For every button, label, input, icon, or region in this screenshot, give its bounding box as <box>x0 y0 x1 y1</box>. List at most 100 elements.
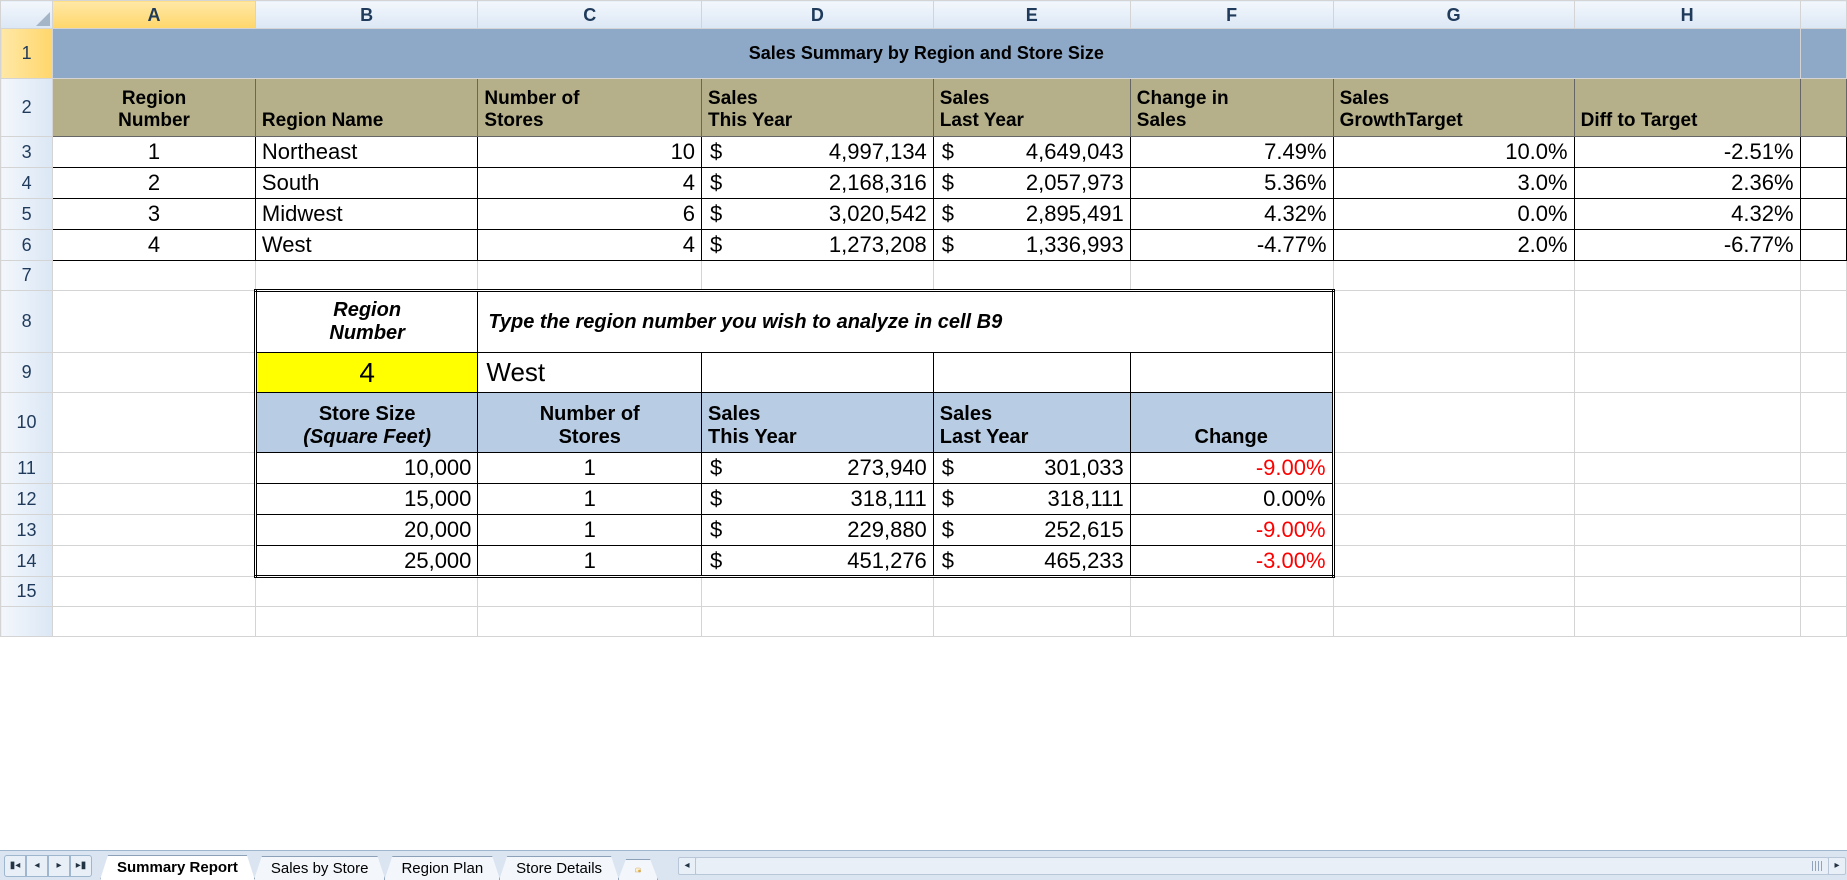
cell-G14[interactable] <box>1333 546 1574 577</box>
cell-A9[interactable] <box>53 353 256 393</box>
region-input-cell[interactable]: 4 <box>255 353 477 393</box>
cell-G7[interactable] <box>1333 261 1574 291</box>
cell-B15[interactable] <box>255 577 477 607</box>
cell-C13[interactable]: 1 <box>478 515 702 546</box>
cell-E15[interactable] <box>933 577 1130 607</box>
cell-A14[interactable] <box>53 546 256 577</box>
cell-G15[interactable] <box>1333 577 1574 607</box>
cell-C6[interactable]: 4 <box>478 230 702 261</box>
cell-C4[interactable]: 4 <box>478 168 702 199</box>
cell-D14[interactable]: $451,276 <box>702 546 934 577</box>
tab-new-sheet[interactable] <box>618 859 658 880</box>
tab-nav-first[interactable]: ▮◂ <box>4 855 26 877</box>
cell-C16[interactable] <box>478 607 702 637</box>
cell-F15[interactable] <box>1130 577 1333 607</box>
cell-B3[interactable]: Northeast <box>255 137 477 168</box>
cell-F14[interactable]: -3.00% <box>1130 546 1333 577</box>
subheader-sales-this-year[interactable]: SalesThis Year <box>702 393 934 453</box>
tab-sales-by-store[interactable]: Sales by Store <box>254 856 386 880</box>
cell-E14[interactable]: $465,233 <box>933 546 1130 577</box>
cell-B12[interactable]: 15,000 <box>255 484 477 515</box>
cell-H12[interactable] <box>1574 484 1800 515</box>
header-number-stores[interactable]: Number ofStores <box>478 79 702 137</box>
hscroll-right-button[interactable]: ▸ <box>1828 857 1846 875</box>
cell-G8[interactable] <box>1333 291 1574 353</box>
cell-I9[interactable] <box>1800 353 1846 393</box>
panel-instruction[interactable]: Type the region number you wish to analy… <box>478 291 1333 353</box>
cell-H5[interactable]: 4.32% <box>1574 199 1800 230</box>
tab-nav-last[interactable]: ▸▮ <box>70 855 92 877</box>
row-header-5[interactable]: 5 <box>1 199 53 230</box>
cell-I6[interactable] <box>1800 230 1846 261</box>
cell-H10[interactable] <box>1574 393 1800 453</box>
cell-F4[interactable]: 5.36% <box>1130 168 1333 199</box>
title-cell[interactable]: Sales Summary by Region and Store Size <box>53 29 1800 79</box>
col-header-E[interactable]: E <box>933 1 1130 29</box>
cell-H13[interactable] <box>1574 515 1800 546</box>
cell-I7[interactable] <box>1800 261 1846 291</box>
cell-A15[interactable] <box>53 577 256 607</box>
cell-D11[interactable]: $273,940 <box>702 453 934 484</box>
tab-region-plan[interactable]: Region Plan <box>384 856 500 880</box>
cell-G6[interactable]: 2.0% <box>1333 230 1574 261</box>
cell-B14[interactable]: 25,000 <box>255 546 477 577</box>
horizontal-scrollbar[interactable]: ◂ ▸ <box>677 857 1847 875</box>
row-header-2[interactable]: 2 <box>1 79 53 137</box>
row-header-13[interactable]: 13 <box>1 515 53 546</box>
cell-H9[interactable] <box>1574 353 1800 393</box>
cell-F5[interactable]: 4.32% <box>1130 199 1333 230</box>
cell-I14[interactable] <box>1800 546 1846 577</box>
cell-D12[interactable]: $318,111 <box>702 484 934 515</box>
cell-B7[interactable] <box>255 261 477 291</box>
hscroll-track[interactable]: ◂ ▸ <box>695 857 1829 875</box>
cell-I15[interactable] <box>1800 577 1846 607</box>
subheader-store-size[interactable]: Store Size(Square Feet) <box>255 393 477 453</box>
row-header-6[interactable]: 6 <box>1 230 53 261</box>
select-all-corner[interactable] <box>1 1 53 29</box>
cell-A6[interactable]: 4 <box>53 230 256 261</box>
header-region-number[interactable]: RegionNumber <box>53 79 256 137</box>
cell-H4[interactable]: 2.36% <box>1574 168 1800 199</box>
cell-F9[interactable] <box>1130 353 1333 393</box>
header-sales-this-year[interactable]: SalesThis Year <box>702 79 934 137</box>
cell-D15[interactable] <box>702 577 934 607</box>
cell-G3[interactable]: 10.0% <box>1333 137 1574 168</box>
cell-H8[interactable] <box>1574 291 1800 353</box>
cell-I16[interactable] <box>1800 607 1846 637</box>
cell-E7[interactable] <box>933 261 1130 291</box>
cell-D6[interactable]: $1,273,208 <box>702 230 934 261</box>
region-name-result[interactable]: West <box>478 353 702 393</box>
header-diff-target[interactable]: Diff to Target <box>1574 79 1800 137</box>
cell-A13[interactable] <box>53 515 256 546</box>
row-header-15[interactable]: 15 <box>1 577 53 607</box>
col-header-G[interactable]: G <box>1333 1 1574 29</box>
row-header-14[interactable]: 14 <box>1 546 53 577</box>
cell-I11[interactable] <box>1800 453 1846 484</box>
cell-F11[interactable]: -9.00% <box>1130 453 1333 484</box>
cell-G11[interactable] <box>1333 453 1574 484</box>
header-growth-target[interactable]: SalesGrowthTarget <box>1333 79 1574 137</box>
cell-E3[interactable]: $4,649,043 <box>933 137 1130 168</box>
cell-G16[interactable] <box>1333 607 1574 637</box>
row-header-4[interactable]: 4 <box>1 168 53 199</box>
cell-I2[interactable] <box>1800 79 1846 137</box>
tab-nav-next[interactable]: ▸ <box>48 855 70 877</box>
cell-H6[interactable]: -6.77% <box>1574 230 1800 261</box>
tab-summary-report[interactable]: Summary Report <box>100 855 255 880</box>
cell-B5[interactable]: Midwest <box>255 199 477 230</box>
cell-I12[interactable] <box>1800 484 1846 515</box>
hscroll-left-button[interactable]: ◂ <box>678 857 696 875</box>
cell-A8[interactable] <box>53 291 256 353</box>
cell-F3[interactable]: 7.49% <box>1130 137 1333 168</box>
tab-store-details[interactable]: Store Details <box>499 856 619 880</box>
col-header-H[interactable]: H <box>1574 1 1800 29</box>
row-header-1[interactable]: 1 <box>1 29 53 79</box>
grid-area[interactable]: A B C D E F G H 1 Sales Summary by Regio… <box>0 0 1847 850</box>
cell-A4[interactable]: 2 <box>53 168 256 199</box>
cell-A10[interactable] <box>53 393 256 453</box>
cell-D16[interactable] <box>702 607 934 637</box>
cell-D3[interactable]: $4,997,134 <box>702 137 934 168</box>
subheader-sales-last-year[interactable]: SalesLast Year <box>933 393 1130 453</box>
cell-D13[interactable]: $229,880 <box>702 515 934 546</box>
cell-E5[interactable]: $2,895,491 <box>933 199 1130 230</box>
